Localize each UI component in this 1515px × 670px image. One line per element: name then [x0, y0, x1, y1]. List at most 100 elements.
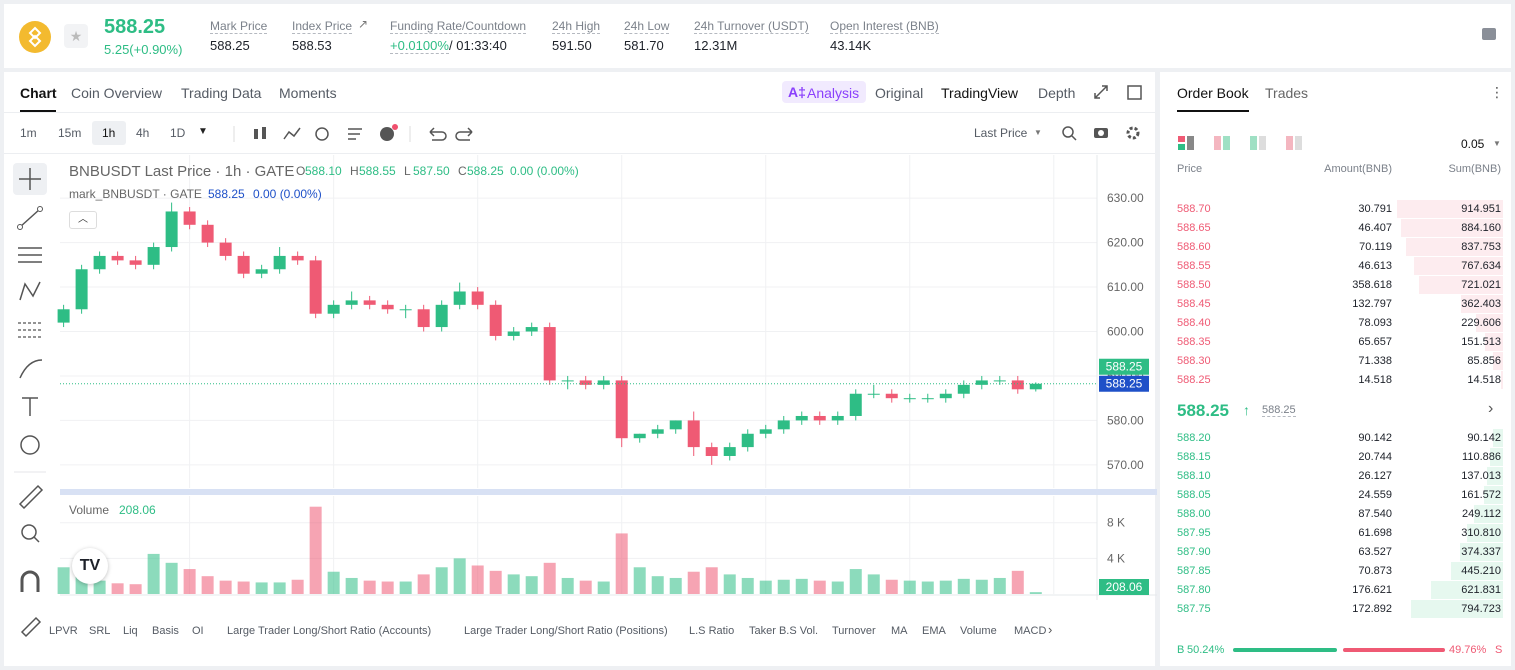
book-price[interactable]: 588.40 [1177, 317, 1211, 329]
expand-icon[interactable] [1094, 85, 1108, 99]
book-sum: 721.021 [1461, 279, 1501, 291]
book-amount: 172.892 [1352, 603, 1392, 615]
timeframe[interactable]: 1m [20, 126, 37, 140]
window-icon[interactable] [1127, 85, 1142, 100]
legend-title: BNBUSDT Last Price · 1h · GATE [69, 163, 294, 180]
candle-body [597, 380, 610, 385]
volume-bar [903, 580, 916, 594]
book-amount: 61.698 [1358, 527, 1392, 539]
book-amount: 14.518 [1358, 374, 1392, 386]
price-type-caret[interactable]: ▼ [1034, 128, 1042, 137]
book-amount: 87.540 [1358, 508, 1392, 520]
chart-tab[interactable]: Chart [20, 85, 57, 101]
book-price[interactable]: 588.10 [1177, 470, 1211, 482]
more-menu[interactable]: ⋮ [1490, 84, 1504, 100]
depth-bar [1474, 505, 1503, 523]
precision-caret[interactable]: ▼ [1493, 139, 1501, 148]
book-tab-underline [1177, 110, 1249, 112]
book-price[interactable]: 588.15 [1177, 451, 1211, 463]
chart-tab[interactable]: Moments [279, 85, 337, 101]
mark-change: 0.00 (0.00%) [253, 187, 322, 201]
book-sum: 85.856 [1467, 355, 1501, 367]
timeframe[interactable]: 15m [58, 126, 82, 140]
indicator[interactable]: Large Trader Long/Short Ratio (Positions… [464, 625, 668, 637]
book-price[interactable]: 588.65 [1177, 222, 1211, 234]
template-icon[interactable] [348, 128, 362, 140]
indicator[interactable]: Basis [152, 625, 179, 637]
book-price[interactable]: 587.85 [1177, 565, 1211, 577]
ai-pill[interactable] [782, 81, 866, 103]
indicator[interactable]: OI [192, 625, 204, 637]
indicator[interactable]: SRL [89, 625, 111, 637]
candle-body [309, 260, 322, 314]
indicator[interactable]: Large Trader Long/Short Ratio (Accounts) [227, 625, 432, 637]
indicator[interactable]: Taker B.S Vol. [749, 625, 819, 637]
book-price[interactable]: 588.20 [1177, 432, 1211, 444]
timeframe[interactable]: 4h [136, 126, 150, 140]
chart-tab[interactable]: Trading Data [181, 85, 262, 101]
y-tick-label: 570.00 [1107, 458, 1144, 472]
volume-bar [417, 574, 430, 594]
view-tab[interactable]: Original [875, 85, 924, 101]
book-price[interactable]: 587.95 [1177, 527, 1211, 539]
book-price[interactable]: 588.25 [1177, 374, 1211, 386]
view-tab[interactable]: Depth [1038, 85, 1076, 101]
dropdown-caret[interactable]: ▼ [198, 126, 208, 137]
timeframe[interactable]: 1D [170, 126, 186, 140]
precision[interactable]: 0.05 [1461, 137, 1485, 151]
book-price[interactable]: 588.45 [1177, 298, 1211, 310]
book-sum: 137.013 [1461, 470, 1501, 482]
indicator[interactable]: MACD [1014, 625, 1047, 637]
legend-value: 588.25 [467, 164, 504, 178]
candle-icon[interactable] [254, 129, 258, 139]
view-tab[interactable]: Analysis [807, 85, 860, 101]
indicator[interactable]: Turnover [832, 625, 876, 637]
indicator[interactable]: EMA [922, 625, 946, 637]
indicator[interactable]: Liq [123, 625, 138, 637]
book-price[interactable]: 588.70 [1177, 203, 1211, 215]
y-tick-label: 610.00 [1107, 280, 1144, 294]
indicator-icon[interactable] [283, 127, 301, 140]
timeframe[interactable]: 1h [102, 126, 116, 140]
book-tab[interactable]: Trades [1265, 85, 1309, 101]
price-tag: 588.25 [1106, 377, 1143, 391]
add-icon[interactable] [380, 127, 394, 141]
book-price[interactable]: 588.55 [1177, 260, 1211, 272]
book-price[interactable]: 588.60 [1177, 241, 1211, 253]
redo-icon[interactable] [455, 127, 473, 141]
book-price[interactable]: 587.75 [1177, 603, 1211, 615]
candle-body [1029, 383, 1042, 390]
view-tab[interactable]: TradingView [941, 85, 1019, 101]
chart-tab[interactable]: Coin Overview [71, 85, 163, 101]
active-tab-underline [20, 110, 56, 112]
book-price[interactable]: 588.05 [1177, 489, 1211, 501]
mid-chevron[interactable]: › [1488, 400, 1494, 417]
undo-icon[interactable] [429, 127, 447, 141]
indicator-more[interactable]: › [1048, 622, 1053, 637]
book-price[interactable]: 588.30 [1177, 355, 1211, 367]
candle-body [705, 447, 718, 456]
book-amount: 24.559 [1358, 489, 1392, 501]
book-price[interactable]: 588.00 [1177, 508, 1211, 520]
indicator[interactable]: L.S Ratio [689, 625, 735, 637]
book-price[interactable]: 588.50 [1177, 279, 1211, 291]
favorite-star[interactable]: ★ [64, 24, 88, 48]
book-tab[interactable]: Order Book [1177, 85, 1249, 101]
indicator[interactable]: LPVR [49, 625, 78, 637]
candle-body [885, 393, 898, 399]
replay-icon[interactable] [315, 127, 329, 141]
book-amount: 46.407 [1358, 222, 1392, 234]
mark-title: mark_BNBUSDT · GATE [69, 187, 202, 201]
collapse-legend[interactable]: ︿ [69, 211, 97, 229]
layout-icon[interactable] [1482, 28, 1496, 40]
book-amount: 26.127 [1358, 470, 1392, 482]
volume-bar [993, 577, 1006, 594]
volume-bar [579, 580, 592, 594]
price-type[interactable]: Last Price [974, 126, 1028, 140]
book-price[interactable]: 587.80 [1177, 584, 1211, 596]
volume-tick-label: 4 K [1107, 551, 1125, 565]
indicator[interactable]: MA [891, 625, 908, 637]
book-price[interactable]: 587.90 [1177, 546, 1211, 558]
indicator[interactable]: Volume [960, 625, 997, 637]
book-price[interactable]: 588.35 [1177, 336, 1211, 348]
